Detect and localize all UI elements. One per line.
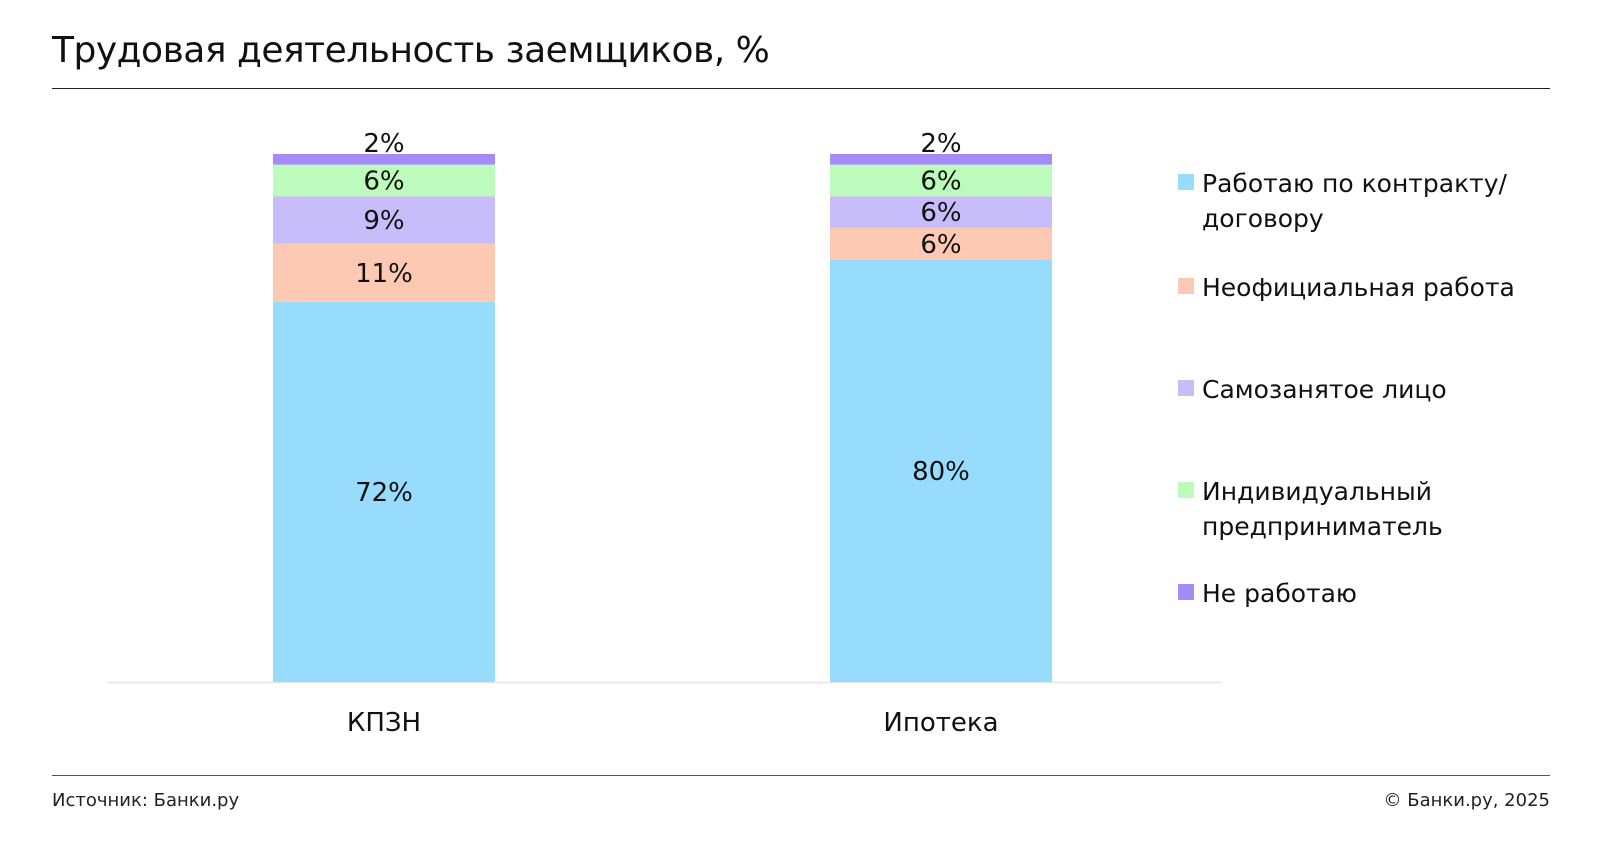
bar-segment-contract-1 (273, 301, 495, 682)
legend-label-entrepreneur: Индивидуальный предприниматель (1202, 477, 1443, 541)
bar-segment-selfemployed-2 (830, 196, 1052, 228)
data-label-entrepreneur-2: 6% (920, 166, 961, 196)
bar-segment-selfemployed-1 (273, 196, 495, 244)
data-label-unofficial-2: 6% (920, 230, 961, 260)
copyright-note: © Банки.ру, 2025 (1383, 790, 1551, 811)
bar-segment-contract-2 (830, 259, 1052, 682)
legend-swatch-unemployed (1178, 584, 1194, 600)
legend-item-contract: Работаю по контракту/договору (1178, 166, 1542, 236)
bar-segment-unofficial-1 (273, 243, 495, 302)
legend-swatch-unofficial (1178, 278, 1194, 294)
data-label-unemployed-2: 2% (920, 129, 961, 159)
chart-legend: Работаю по контракту/договору Неофициаль… (1178, 0, 1578, 760)
legend-swatch-contract (1178, 174, 1194, 190)
source-note: Источник: Банки.ру (52, 790, 240, 811)
bar-segment-unemployed-1 (273, 154, 495, 165)
legend-item-unemployed: Не работаю (1178, 576, 1542, 611)
data-label-unemployed-1: 2% (363, 129, 404, 159)
legend-label-selfemployed: Самозанятое лицо (1202, 375, 1447, 404)
bar-segment-entrepreneur-1 (273, 164, 495, 197)
legend-item-selfemployed: Самозанятое лицо (1178, 372, 1542, 407)
data-label-entrepreneur-1: 6% (363, 166, 404, 196)
data-label-contract-2: 80% (912, 457, 970, 487)
bar-segment-unofficial-2 (830, 227, 1052, 260)
legend-item-entrepreneur: Индивидуальный предприниматель (1178, 474, 1542, 544)
data-label-contract-1: 72% (355, 478, 413, 508)
legend-label-unemployed: Не работаю (1202, 579, 1357, 608)
legend-item-unofficial: Неофициальная работа (1178, 270, 1542, 305)
category-label-1: КПЗН (347, 708, 421, 738)
data-label-selfemployed-2: 6% (920, 198, 961, 228)
chart-title: Трудовая деятельность заемщиков, % (52, 30, 770, 71)
legend-swatch-entrepreneur (1178, 482, 1194, 498)
legend-label-unofficial: Неофициальная работа (1202, 273, 1515, 302)
legend-swatch-selfemployed (1178, 380, 1194, 396)
category-label-2: Ипотека (883, 708, 998, 738)
data-label-selfemployed-1: 9% (363, 206, 404, 236)
legend-label-contract: Работаю по контракту/договору (1202, 169, 1507, 233)
data-label-unofficial-1: 11% (355, 259, 413, 289)
bar-segment-unemployed-2 (830, 154, 1052, 165)
bar-segment-entrepreneur-2 (830, 164, 1052, 197)
title-divider (52, 88, 1550, 89)
footer-divider (52, 775, 1550, 776)
